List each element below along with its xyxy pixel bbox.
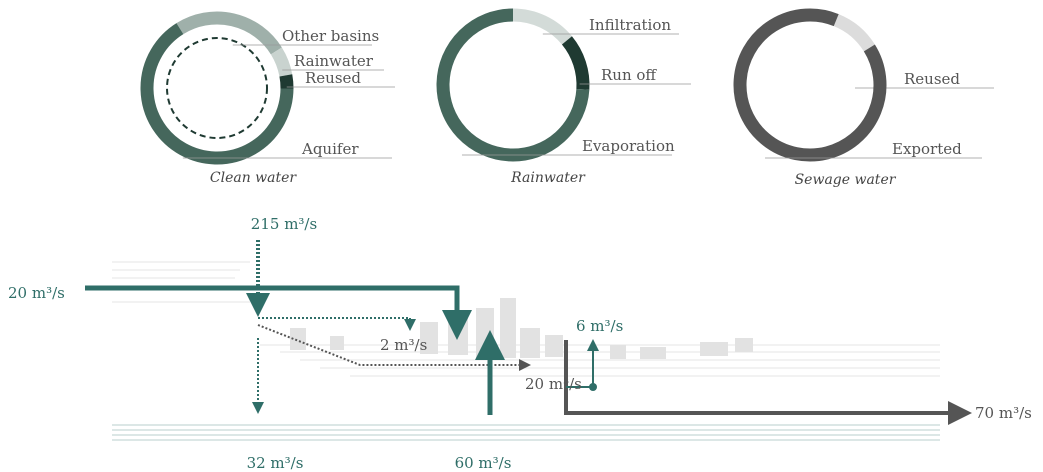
flow-label: 20 m³/s (8, 284, 65, 302)
flow-label: 60 m³/s (455, 454, 512, 472)
donut-segment (286, 75, 287, 88)
skyline (290, 298, 753, 359)
donut-segment (513, 15, 567, 40)
flow-label: 215 m³/s (251, 215, 317, 233)
segment-label: Infiltration (589, 16, 671, 34)
flow-label: 20 m³/s (525, 375, 582, 393)
donut-segment (180, 18, 276, 51)
donut-caption: Sewage water (795, 172, 897, 188)
segment-label: Reused (904, 70, 960, 88)
donut-caption: Clean water (210, 170, 298, 186)
flow-label: 6 m³/s (576, 317, 623, 335)
segment-label: Evaporation (582, 137, 675, 155)
donut-segment (276, 51, 285, 75)
segment-label: Reused (305, 69, 361, 87)
dashed-ring (167, 38, 267, 138)
segment-label: Run off (601, 66, 657, 84)
donut-caption: Rainwater (510, 170, 586, 186)
flow-label: 32 m³/s (247, 454, 304, 472)
segment-label: Other basins (282, 27, 379, 45)
flow-arrows (85, 240, 960, 415)
segment-label: Exported (892, 140, 962, 158)
flow-label: 2 m³/s (380, 336, 427, 354)
segment-label: Rainwater (294, 52, 374, 70)
segment-label: Aquifer (301, 140, 359, 158)
flow-label: 70 m³/s (975, 404, 1032, 422)
infographic: Other basinsRainwaterReusedAquiferClean … (0, 0, 1043, 472)
donut-segment (567, 40, 583, 89)
donut-segment (836, 20, 869, 48)
